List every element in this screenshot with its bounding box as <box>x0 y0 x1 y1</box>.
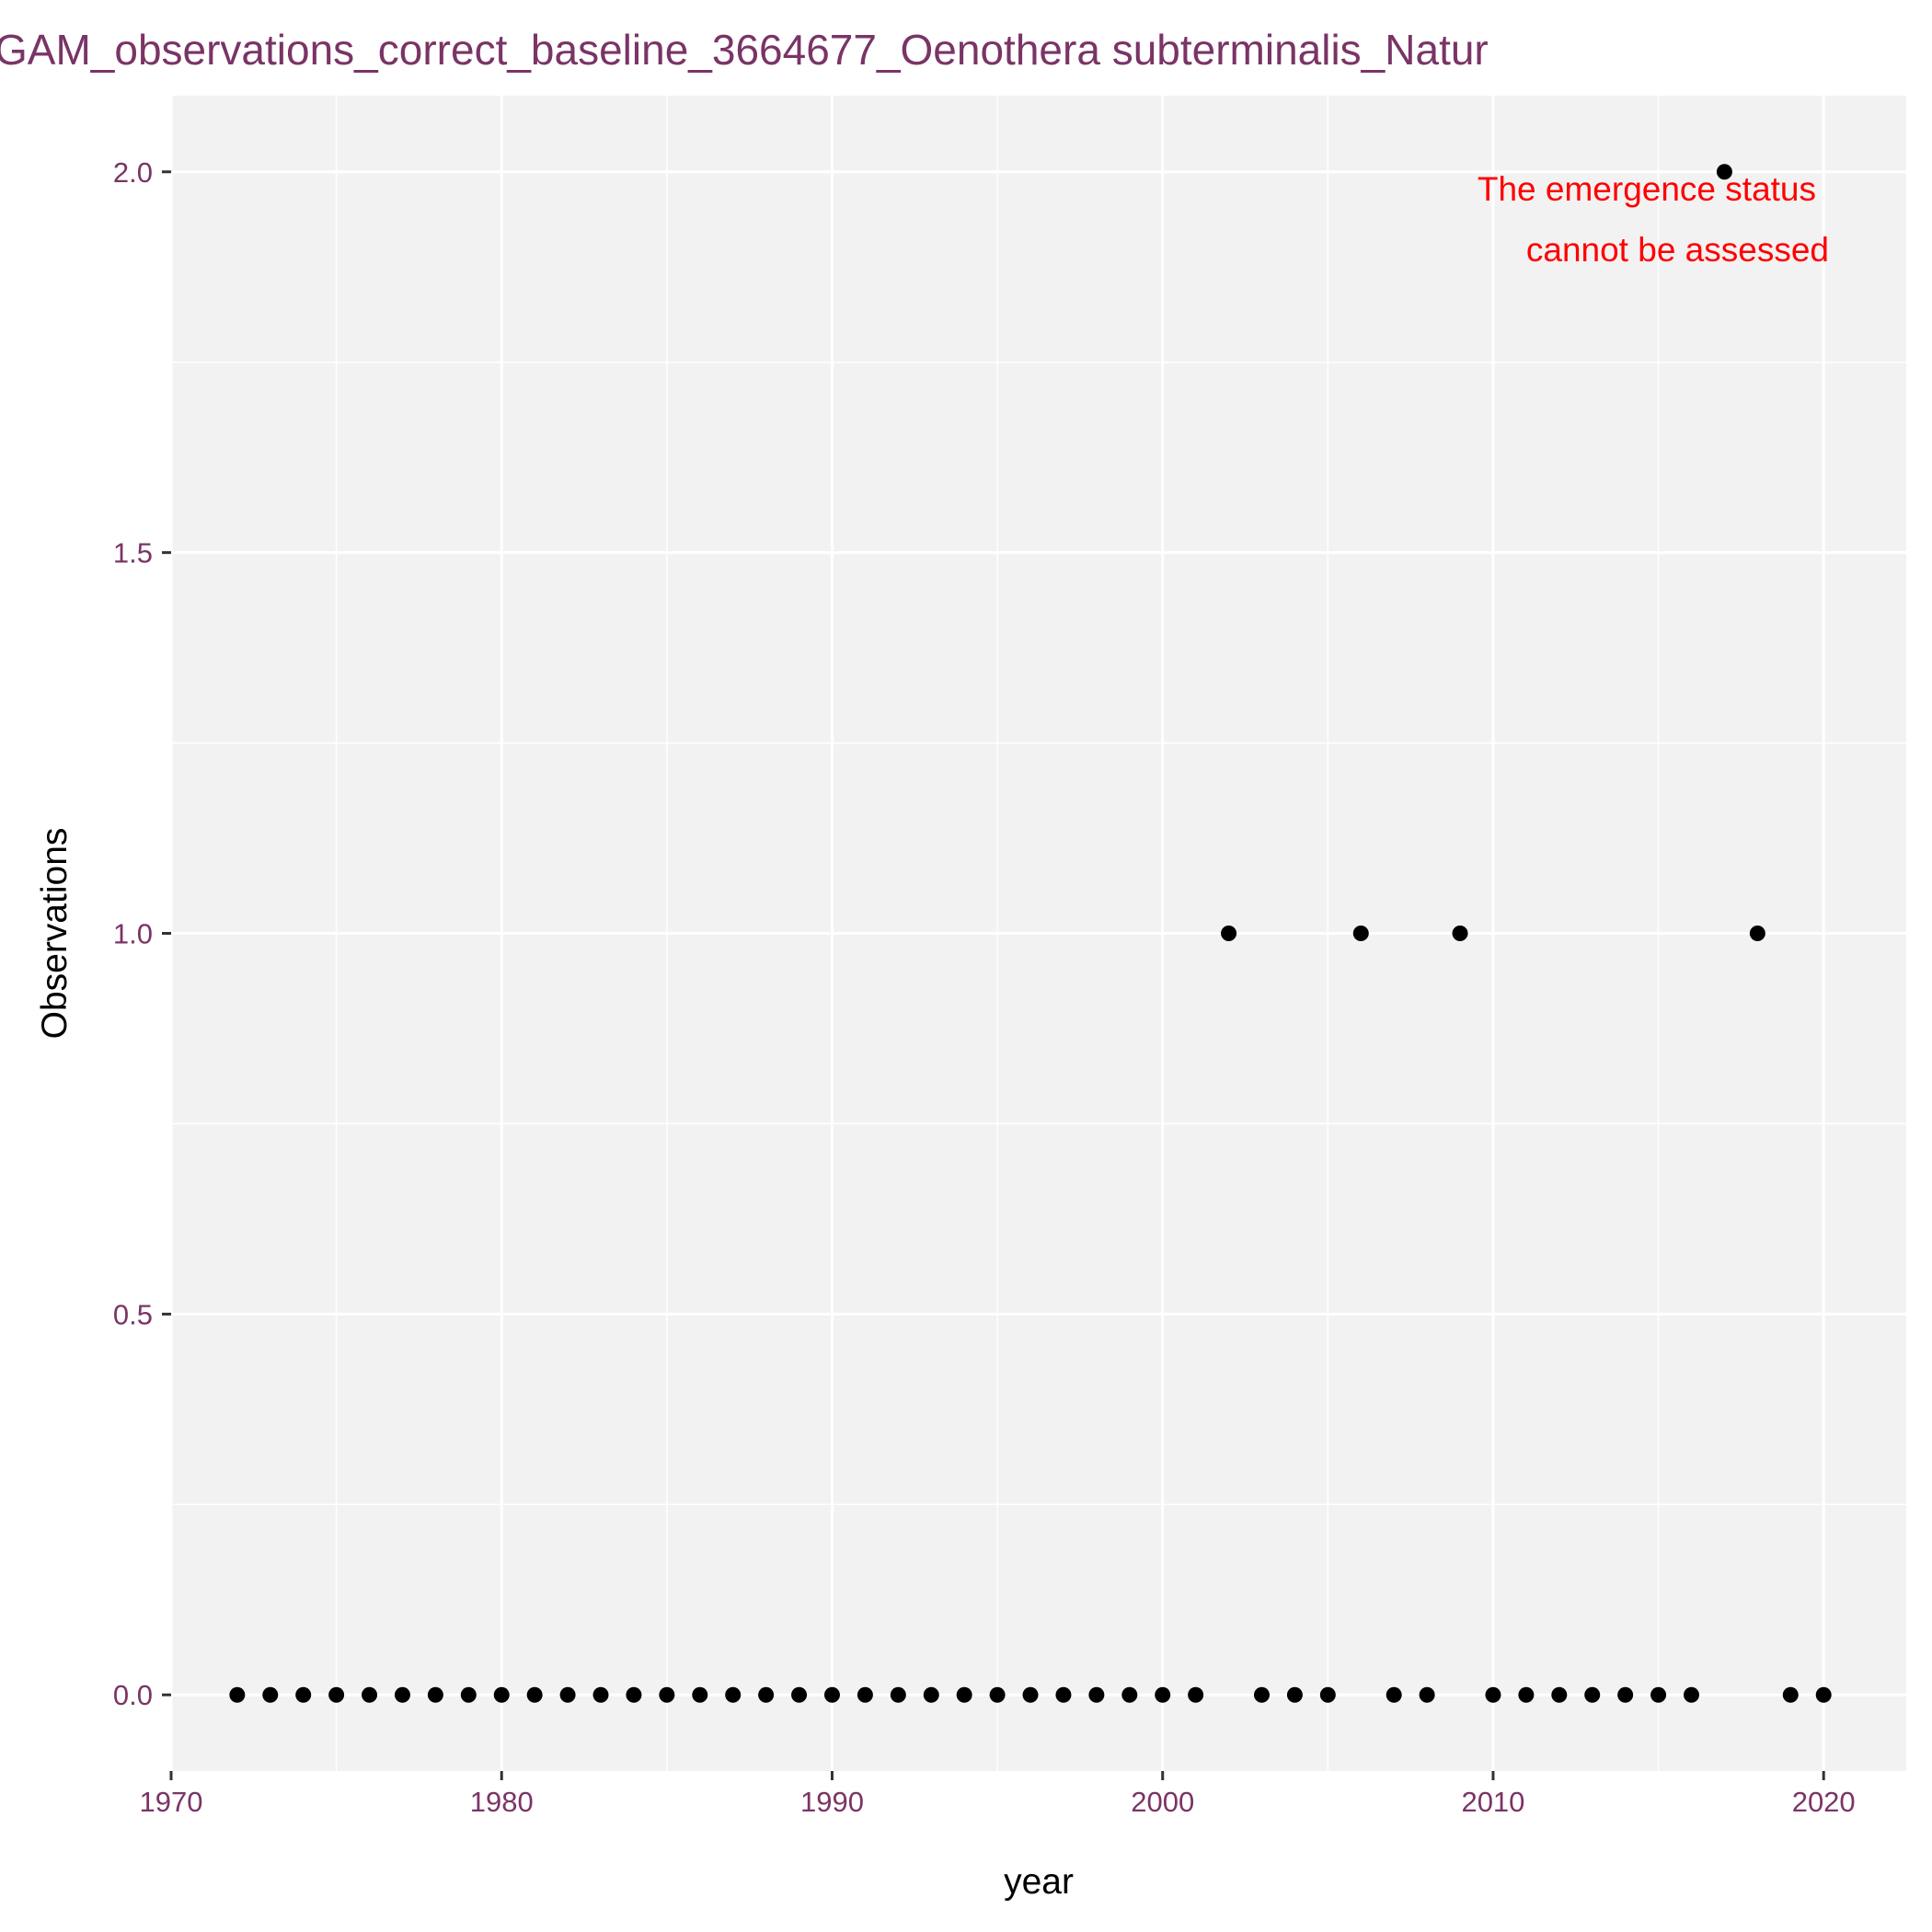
x-tick-label: 2010 <box>1461 1786 1524 1818</box>
data-point <box>1022 1686 1039 1703</box>
data-point <box>1253 1686 1270 1703</box>
data-point <box>1584 1686 1601 1703</box>
data-point <box>1286 1686 1303 1703</box>
data-point <box>1485 1686 1501 1703</box>
data-point <box>394 1686 410 1703</box>
data-point <box>1419 1686 1435 1703</box>
chart-title: GAM_observations_correct_baseline_366467… <box>0 26 1489 74</box>
data-point <box>956 1686 972 1703</box>
data-point <box>460 1686 477 1703</box>
data-point <box>1683 1686 1699 1703</box>
annotation: The emergence status cannot be assessed <box>1478 170 1829 269</box>
y-tick-label: 0.5 <box>113 1298 153 1330</box>
x-tick-label: 1970 <box>140 1786 203 1818</box>
data-point <box>1617 1686 1634 1703</box>
x-axis: 1970 1980 1990 2000 2010 2020 <box>140 1771 1856 1818</box>
data-points <box>229 164 1832 1703</box>
data-point <box>262 1686 279 1703</box>
data-point <box>1551 1686 1568 1703</box>
data-point <box>493 1686 510 1703</box>
x-tick-label: 1990 <box>800 1786 864 1818</box>
annotation-line-1: The emergence status <box>1478 170 1816 208</box>
data-point <box>362 1686 378 1703</box>
y-axis: 0.0 0.5 1.0 1.5 2.0 <box>113 156 171 1711</box>
x-tick-label: 1980 <box>470 1786 534 1818</box>
data-point <box>725 1686 742 1703</box>
annotation-line-2: cannot be assessed <box>1526 231 1829 269</box>
data-point <box>1319 1686 1336 1703</box>
y-tick-label: 0.0 <box>113 1679 153 1711</box>
data-point <box>692 1686 708 1703</box>
data-point <box>758 1686 775 1703</box>
data-point <box>989 1686 1006 1703</box>
data-point <box>592 1686 609 1703</box>
data-point <box>1188 1686 1204 1703</box>
data-point <box>1221 926 1237 941</box>
data-point <box>823 1686 840 1703</box>
data-point <box>427 1686 443 1703</box>
data-point <box>559 1686 576 1703</box>
x-tick-label: 2000 <box>1131 1786 1194 1818</box>
data-point <box>1782 1686 1799 1703</box>
x-tick-label: 2020 <box>1792 1786 1856 1818</box>
data-point <box>526 1686 543 1703</box>
data-point <box>1088 1686 1105 1703</box>
data-point <box>1352 926 1369 941</box>
data-point <box>1055 1686 1072 1703</box>
data-point <box>1716 164 1732 180</box>
data-point <box>1452 926 1468 941</box>
data-point <box>1155 1686 1171 1703</box>
y-tick-label: 1.0 <box>113 918 153 950</box>
data-point <box>1815 1686 1832 1703</box>
data-point <box>923 1686 939 1703</box>
data-point <box>229 1686 246 1703</box>
data-point <box>328 1686 345 1703</box>
data-point <box>1386 1686 1402 1703</box>
data-point <box>1749 926 1765 941</box>
data-point <box>1650 1686 1667 1703</box>
data-point <box>1121 1686 1138 1703</box>
data-point <box>857 1686 873 1703</box>
y-tick-label: 2.0 <box>113 156 153 189</box>
y-axis-title: Observations <box>35 828 75 1040</box>
x-axis-title: year <box>1004 1862 1074 1902</box>
data-point <box>890 1686 906 1703</box>
data-point <box>659 1686 675 1703</box>
data-point <box>1518 1686 1535 1703</box>
data-point <box>626 1686 642 1703</box>
data-point <box>791 1686 808 1703</box>
y-tick-label: 1.5 <box>113 537 153 569</box>
data-point <box>295 1686 312 1703</box>
